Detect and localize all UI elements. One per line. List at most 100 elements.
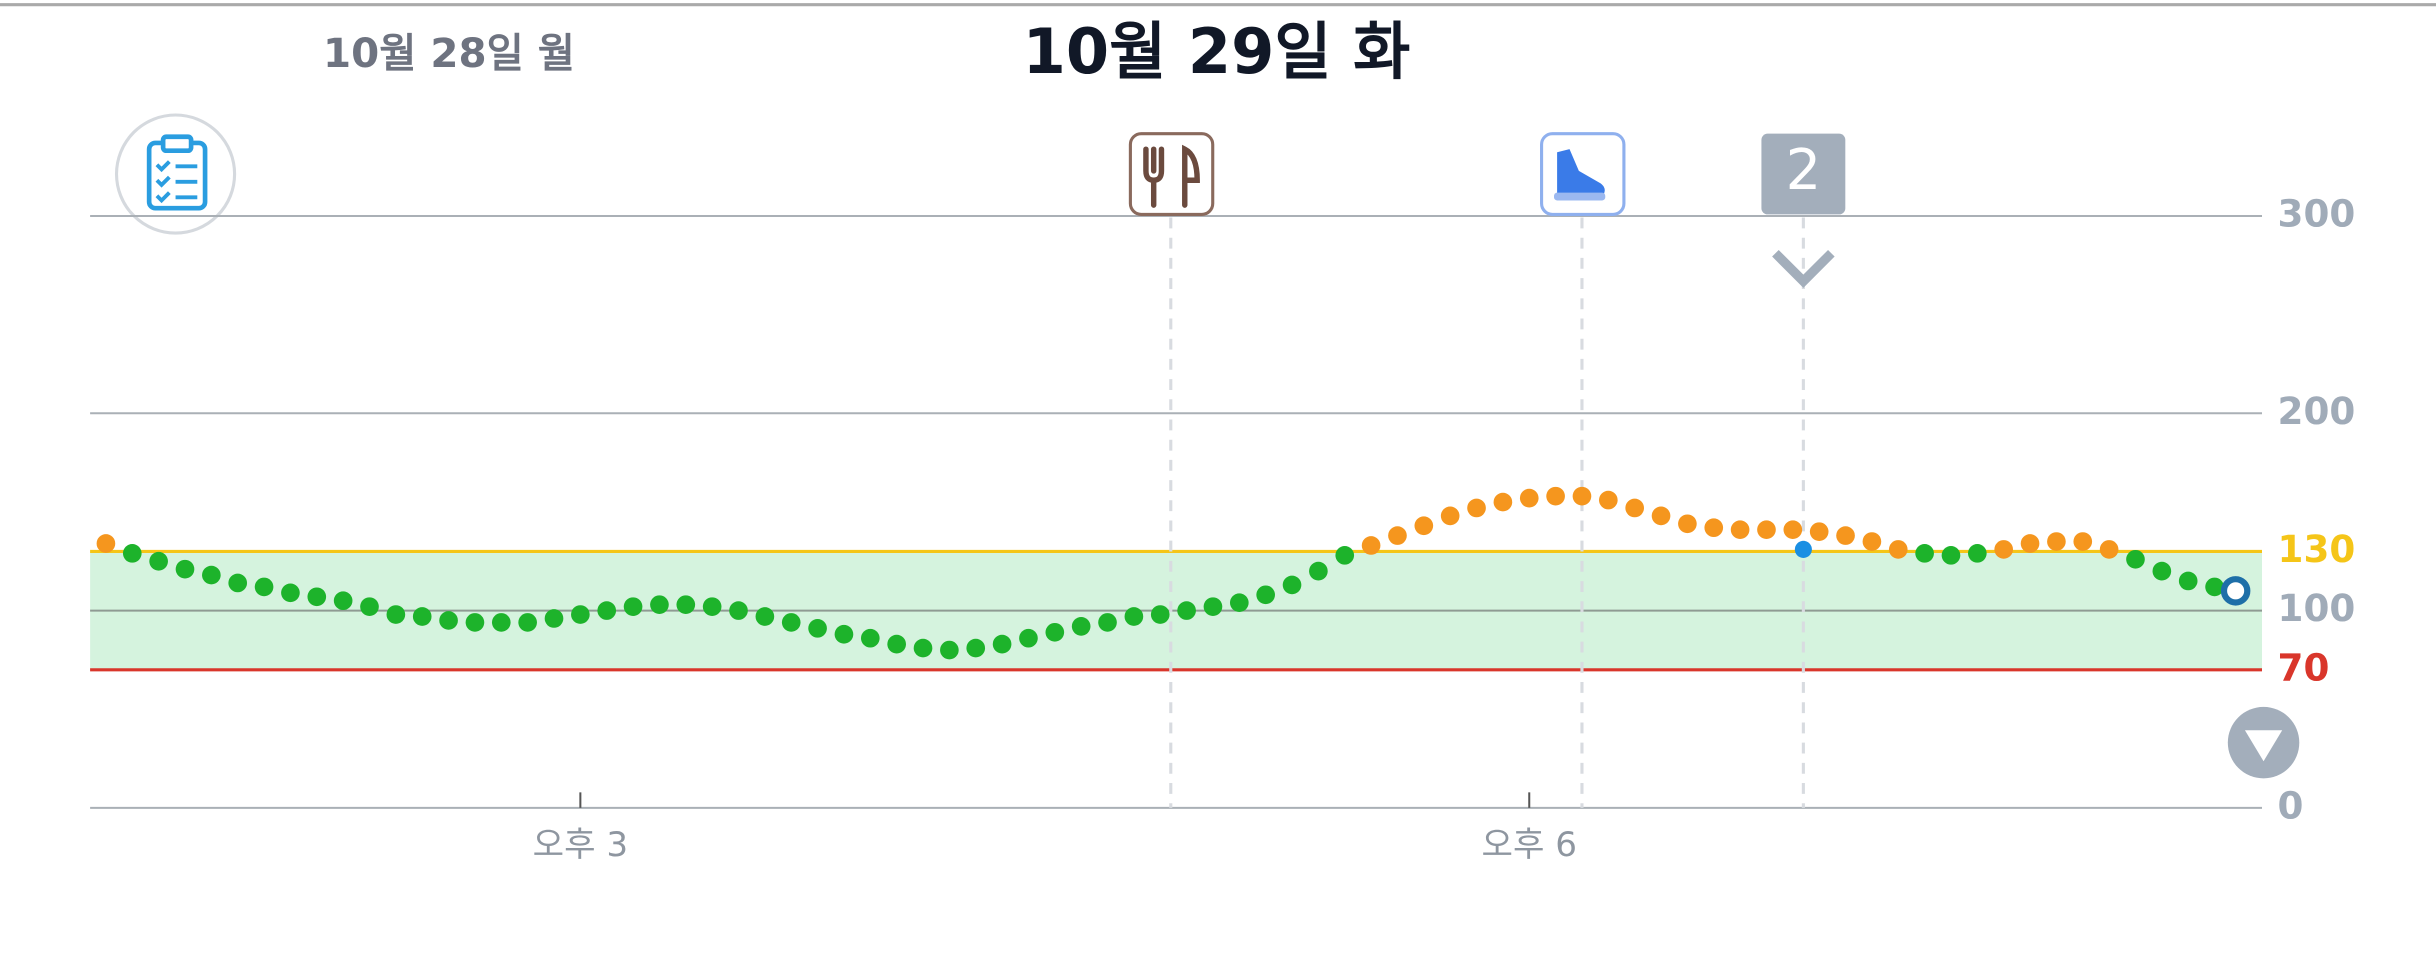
reading	[1203, 597, 1223, 616]
target-label: 70	[2278, 645, 2330, 689]
reading	[1783, 520, 1803, 540]
reading	[1730, 520, 1750, 540]
reading	[491, 613, 511, 632]
reading	[913, 638, 933, 658]
reading	[650, 595, 669, 614]
reading	[1809, 522, 1829, 541]
reading	[571, 605, 590, 624]
reading	[1071, 617, 1091, 636]
reading	[122, 544, 142, 563]
y-tick-label: 100	[2278, 586, 2356, 630]
reading	[1493, 492, 1513, 512]
reading	[1388, 526, 1407, 545]
reading	[1440, 506, 1460, 526]
reading	[202, 565, 221, 585]
reading	[1915, 544, 1934, 563]
reading	[1229, 593, 1249, 613]
event-chevron	[1772, 249, 1835, 288]
reading	[1836, 526, 1855, 545]
scroll-down-icon	[2244, 730, 2283, 762]
event-marker[interactable]	[1128, 132, 1215, 216]
reading	[702, 597, 722, 616]
reading	[175, 559, 195, 579]
event-count: 2	[1786, 138, 1822, 203]
prev-day[interactable]: 10월 28일 월	[323, 30, 575, 77]
reading	[254, 577, 274, 597]
reading	[1651, 506, 1671, 526]
reading	[1309, 561, 1328, 581]
y-tick-label: 200	[2278, 389, 2356, 433]
reading	[333, 591, 353, 611]
reading	[1599, 490, 1618, 510]
reading	[755, 607, 775, 626]
reading	[1467, 498, 1486, 518]
x-tick-label: 오후 3	[533, 825, 628, 865]
reading	[544, 609, 564, 628]
y-tick-label: 0	[2278, 783, 2304, 827]
reading	[1862, 532, 1882, 551]
reading	[307, 587, 327, 607]
reading	[518, 613, 537, 632]
reading	[676, 595, 696, 614]
reading	[1572, 486, 1592, 506]
reading	[597, 601, 617, 620]
manual-reading	[1794, 540, 1812, 558]
exercise-icon-sole	[1554, 192, 1606, 201]
reading	[1177, 601, 1196, 620]
reading	[1150, 605, 1170, 624]
reading	[228, 573, 248, 593]
reading	[1335, 546, 1355, 565]
reading	[2073, 532, 2093, 551]
reading	[1045, 622, 1065, 642]
event-count-box	[1761, 133, 1846, 215]
reading	[1361, 536, 1381, 555]
reading	[439, 611, 458, 630]
reading	[2126, 549, 2145, 569]
reading	[1968, 544, 1987, 563]
reading	[2178, 571, 2198, 591]
reading	[1256, 585, 1275, 605]
reading	[386, 605, 406, 624]
reading	[1941, 546, 1961, 565]
reading	[96, 534, 116, 553]
target-label: 130	[2278, 527, 2356, 571]
current-reading	[2220, 576, 2251, 606]
event-marker[interactable]	[1540, 132, 1626, 216]
x-tick-label: 오후 6	[1482, 825, 1577, 865]
reading	[729, 601, 748, 620]
reading	[887, 634, 906, 654]
reading	[2099, 540, 2119, 559]
reading	[1124, 607, 1144, 626]
reading	[860, 628, 880, 648]
reading	[808, 619, 827, 638]
meal-icon	[1143, 144, 1200, 208]
reading	[992, 634, 1012, 654]
reading	[1519, 488, 1539, 508]
meal-icon-box	[1128, 132, 1215, 216]
reading	[2205, 577, 2224, 597]
reading	[412, 607, 432, 626]
reading	[281, 583, 300, 603]
event-marker[interactable]: 2	[1761, 133, 1846, 288]
reading	[1546, 486, 1565, 506]
reading	[1019, 628, 1038, 648]
y-tick-label: 300	[2278, 191, 2356, 235]
reading	[1704, 518, 1724, 538]
reading	[149, 551, 168, 571]
reading	[1994, 540, 2014, 559]
exercise-icon	[1557, 149, 1605, 195]
reading	[834, 624, 854, 644]
reading	[940, 640, 959, 660]
reading	[1888, 540, 1908, 559]
reading	[623, 597, 643, 616]
reading	[1625, 498, 1645, 518]
reading	[2020, 534, 2040, 553]
reading	[1098, 613, 1117, 632]
reading	[1678, 514, 1697, 534]
reading	[781, 613, 801, 632]
log-button[interactable]	[114, 113, 237, 235]
reading	[465, 613, 485, 632]
reading	[2152, 561, 2172, 581]
